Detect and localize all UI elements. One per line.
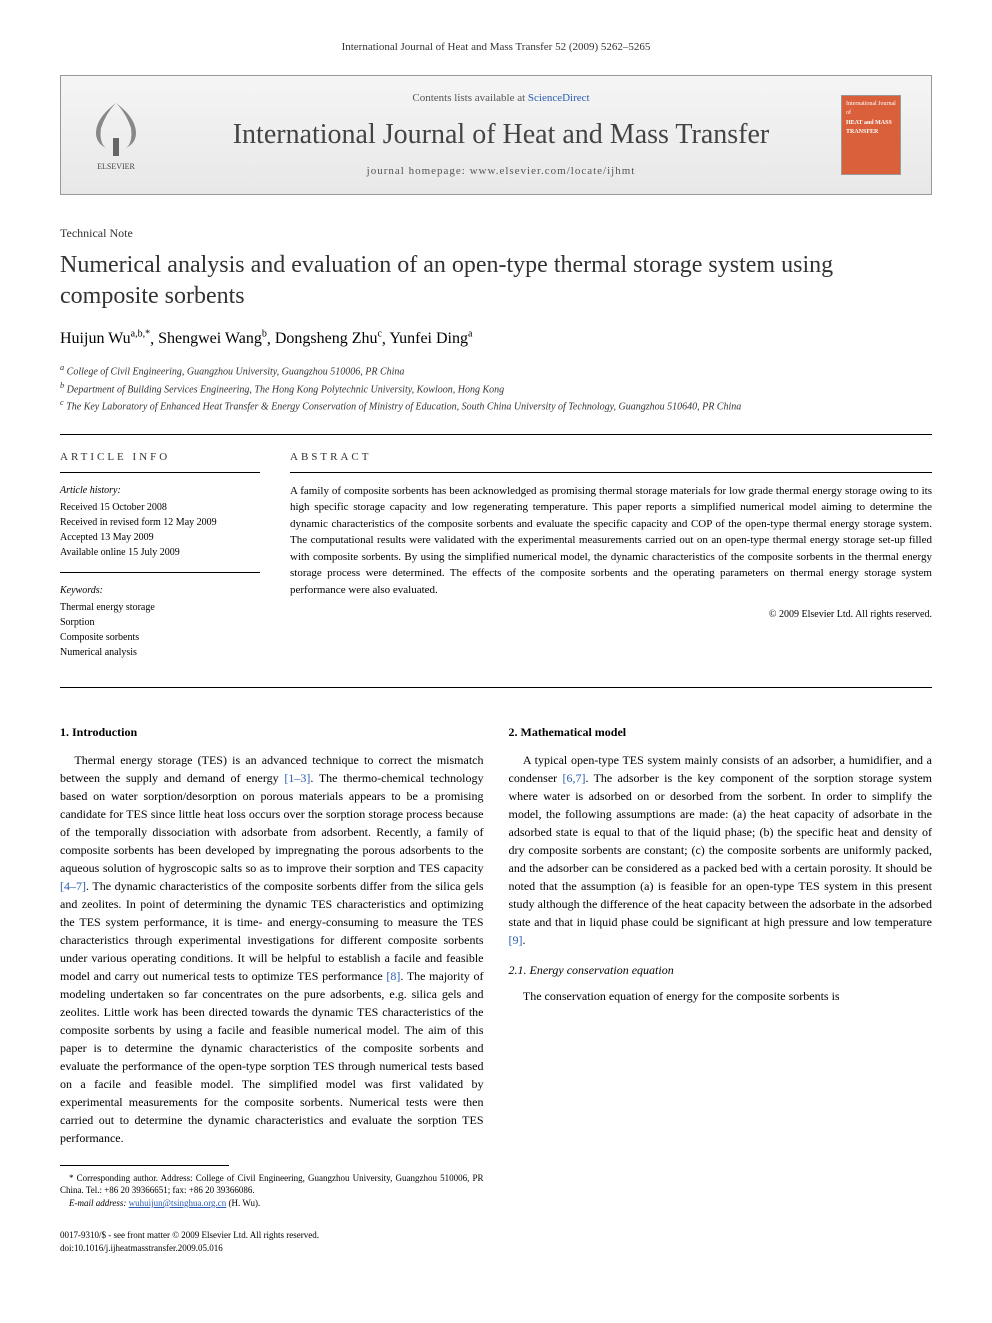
- ref-link[interactable]: [1–3]: [284, 771, 310, 785]
- homepage-prefix: journal homepage:: [367, 165, 470, 177]
- author-3: Dongsheng Zhuc: [275, 330, 382, 347]
- ref-link[interactable]: [8]: [386, 969, 400, 983]
- abstract-heading: ABSTRACT: [290, 450, 932, 472]
- issn-line: 0017-9310/$ - see front matter © 2009 El…: [60, 1229, 932, 1242]
- svg-text:ELSEVIER: ELSEVIER: [97, 162, 135, 171]
- author-2: Shengwei Wangb: [158, 330, 267, 347]
- sciencedirect-link[interactable]: ScienceDirect: [528, 92, 590, 104]
- aff-mark: b: [60, 381, 64, 390]
- energy-eq-paragraph: The conservation equation of energy for …: [509, 987, 933, 1005]
- author-1: Huijun Wua,b,*: [60, 330, 150, 347]
- abstract: ABSTRACT A family of composite sorbents …: [290, 450, 932, 671]
- abstract-copyright: © 2009 Elsevier Ltd. All rights reserved…: [290, 608, 932, 622]
- intro-paragraph: Thermal energy storage (TES) is an advan…: [60, 751, 484, 1147]
- article-history-block: Article history: Received 15 October 200…: [60, 483, 260, 560]
- journal-name: International Journal of Heat and Mass T…: [161, 115, 841, 154]
- aff-mark: a: [60, 363, 64, 372]
- body-text: . The dynamic characteristics of the com…: [60, 879, 484, 983]
- history-line: Received 15 October 2008: [60, 500, 260, 515]
- article-info: ARTICLE INFO Article history: Received 1…: [60, 450, 260, 671]
- article-info-heading: ARTICLE INFO: [60, 450, 260, 472]
- corr-email-link[interactable]: wuhuijun@tsinghua.org.cn: [129, 1198, 227, 1208]
- footnote-separator: [60, 1165, 229, 1166]
- history-label: Article history:: [60, 483, 260, 498]
- subsection-2-1-heading: 2.1. Energy conservation equation: [509, 961, 933, 979]
- aff-text: Department of Building Services Engineer…: [67, 384, 504, 395]
- aff-mark: c: [60, 398, 64, 407]
- cover-text-main: HEAT and MASS TRANSFER: [846, 119, 896, 136]
- page-footer: 0017-9310/$ - see front matter © 2009 El…: [60, 1229, 932, 1254]
- affiliation-c: c The Key Laboratory of Enhanced Heat Tr…: [60, 397, 932, 414]
- keyword: Numerical analysis: [60, 645, 260, 660]
- section-1-heading: 1. Introduction: [60, 723, 484, 741]
- keyword: Sorption: [60, 615, 260, 630]
- banner-center: Contents lists available at ScienceDirec…: [161, 91, 841, 179]
- keyword: Thermal energy storage: [60, 600, 260, 615]
- author-name: Shengwei Wang: [158, 330, 262, 347]
- aff-text: The Key Laboratory of Enhanced Heat Tran…: [66, 401, 741, 412]
- author-marks: c: [377, 329, 381, 340]
- keywords-label: Keywords:: [60, 583, 260, 598]
- publisher-logo-area: ELSEVIER: [81, 93, 161, 178]
- journal-banner: ELSEVIER Contents lists available at Sci…: [60, 75, 932, 195]
- history-line: Accepted 13 May 2009: [60, 530, 260, 545]
- ref-link[interactable]: [9]: [509, 933, 523, 947]
- body-columns: 1. Introduction Thermal energy storage (…: [60, 713, 932, 1210]
- email-footnote: E-mail address: wuhuijun@tsinghua.org.cn…: [60, 1197, 484, 1210]
- keywords-block: Keywords: Thermal energy storage Sorptio…: [60, 572, 260, 660]
- contents-prefix: Contents lists available at: [412, 92, 527, 104]
- author-list: Huijun Wua,b,*, Shengwei Wangb, Dongshen…: [60, 328, 932, 351]
- affiliation-b: b Department of Building Services Engine…: [60, 380, 932, 397]
- author-4: Yunfei Dinga: [389, 330, 472, 347]
- journal-cover-area: International Journal of HEAT and MASS T…: [841, 95, 911, 175]
- author-name: Dongsheng Zhu: [275, 330, 378, 347]
- contents-lists-line: Contents lists available at ScienceDirec…: [161, 91, 841, 106]
- email-who: (H. Wu).: [229, 1198, 261, 1208]
- cover-text-top: International Journal of: [846, 100, 896, 117]
- keyword: Composite sorbents: [60, 630, 260, 645]
- article-type: Technical Note: [60, 225, 932, 242]
- running-header: International Journal of Heat and Mass T…: [60, 40, 932, 55]
- body-text: . The adsorber is the key component of t…: [509, 771, 933, 929]
- ref-link[interactable]: [4–7]: [60, 879, 86, 893]
- article-title: Numerical analysis and evaluation of an …: [60, 250, 932, 312]
- affiliation-a: a College of Civil Engineering, Guangzho…: [60, 362, 932, 379]
- body-text: . The majority of modeling undertaken so…: [60, 969, 484, 1145]
- corresponding-author-footnote: * Corresponding author. Address: College…: [60, 1172, 484, 1197]
- info-abstract-row: ARTICLE INFO Article history: Received 1…: [60, 434, 932, 687]
- body-text: . The thermo-chemical technology based o…: [60, 771, 484, 875]
- email-label: E-mail address:: [69, 1198, 126, 1208]
- homepage-url: www.elsevier.com/locate/ijhmt: [470, 165, 636, 177]
- ref-link[interactable]: [6,7]: [562, 771, 585, 785]
- model-paragraph: A typical open-type TES system mainly co…: [509, 751, 933, 949]
- section-2-heading: 2. Mathematical model: [509, 723, 933, 741]
- elsevier-tree-icon: ELSEVIER: [81, 93, 151, 173]
- doi-line: doi:10.1016/j.ijheatmasstransfer.2009.05…: [60, 1242, 932, 1255]
- journal-homepage-line: journal homepage: www.elsevier.com/locat…: [161, 164, 841, 179]
- abstract-text: A family of composite sorbents has been …: [290, 483, 932, 599]
- history-line: Received in revised form 12 May 2009: [60, 515, 260, 530]
- author-marks: b: [262, 329, 267, 340]
- journal-cover-thumb: International Journal of HEAT and MASS T…: [841, 95, 901, 175]
- history-line: Available online 15 July 2009: [60, 545, 260, 560]
- affiliations: a College of Civil Engineering, Guangzho…: [60, 362, 932, 414]
- author-name: Yunfei Ding: [389, 330, 468, 347]
- author-marks: a,b,*: [131, 329, 150, 340]
- aff-text: College of Civil Engineering, Guangzhou …: [67, 367, 405, 378]
- author-marks: a: [468, 329, 472, 340]
- author-name: Huijun Wu: [60, 330, 131, 347]
- body-text: .: [523, 933, 526, 947]
